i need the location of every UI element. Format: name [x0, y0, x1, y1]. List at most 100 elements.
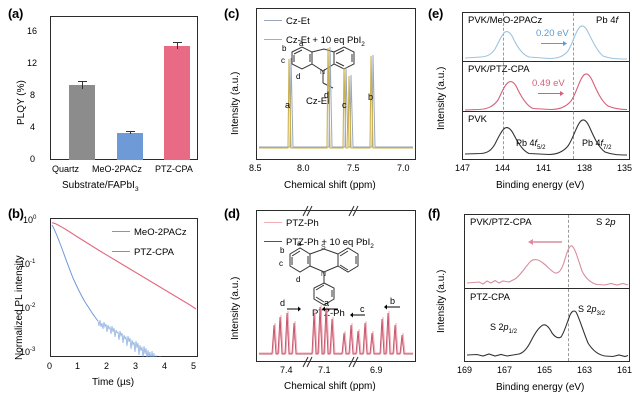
- panel-c-xtick-0: 8.5: [249, 163, 262, 173]
- xps-trace-pvk-ptzcpa-s2p: [466, 245, 629, 286]
- panel-f-xlabel: Binding energy (eV): [496, 382, 585, 393]
- panel-e-traces: [464, 25, 628, 156]
- panel-e-xtick-1: 144: [495, 163, 511, 173]
- panel-c-legend-item-1: Cz-Et + 10 eq PbI2: [264, 30, 365, 48]
- axis-break-top-2: [348, 205, 359, 217]
- panel-c-peak-label-c: c: [342, 100, 347, 110]
- decay-curve-ptz-cpa: [51, 222, 197, 310]
- panel-c-ylabel: Intensity (a.u.): [230, 71, 241, 135]
- legend-swatch-cz-et-pbi2: [264, 39, 282, 40]
- panel-f-xtick-0: 169: [457, 365, 473, 375]
- panel-b-xtick-2: 2: [104, 361, 110, 371]
- panel-d-arrow-b: [384, 304, 400, 310]
- panel-f-corner-label: S 2p: [596, 217, 616, 228]
- panel-c-plot-frame: [256, 8, 416, 160]
- panel-e-ylabel: Intensity (a.u.): [436, 66, 447, 130]
- nmr-trace-ptz-ph-pbi2: [259, 306, 413, 355]
- panel-e-trace-title-0: PVK/MeO-2PACz: [468, 15, 543, 26]
- panel-b-ytick-3: 10-3: [20, 346, 36, 357]
- panel-e-label: (e): [428, 6, 443, 21]
- xps-trace-ptz-cpa-s2p: [466, 310, 629, 358]
- panel-d: (d) Intensity (a.u.) PTZ-Ph PTZ-Ph + 10 …: [212, 200, 424, 403]
- panel-e-trace-title-1: PVK/PTZ-CPA: [468, 64, 530, 75]
- panel-d-peak-label-d: d: [280, 298, 286, 308]
- panel-c-nmr-trace: [259, 46, 413, 149]
- errorcap-ptz-cpa-top: [172, 41, 182, 43]
- molecule-name-cz-et: Cz-Et: [306, 96, 330, 107]
- mol-label-c: c: [281, 56, 285, 65]
- panel-d-arrow-c: [350, 312, 365, 318]
- panel-e-shift-label-0: 0.20 eV: [536, 28, 569, 39]
- bar-ptz-cpa: [164, 45, 190, 160]
- panel-b-plot-frame: [50, 218, 198, 357]
- panel-d-peak-label-a: a: [324, 298, 330, 308]
- panel-b-ytick-1: 10-1: [20, 258, 36, 269]
- panel-f-peak-label-2p32: S 2p3/2: [578, 304, 606, 317]
- panel-b-ytick-0: 100: [23, 214, 37, 225]
- bar-quartz: [69, 85, 95, 160]
- panel-a-ytick-3: 12: [27, 58, 38, 68]
- legend-swatch-cz-et: [264, 20, 282, 21]
- panel-b-xtick-1: 1: [75, 361, 81, 371]
- panel-b-xtick-3: 3: [133, 361, 139, 371]
- xps-trace-pvk-meo2pacz: [464, 25, 628, 60]
- panel-a-ytick-0: 0: [30, 154, 36, 164]
- panel-f-trace-title-0: PVK/PTZ-CPA: [470, 217, 532, 228]
- panel-c-xtick-2: 7.5: [347, 163, 360, 173]
- panel-b-label: (b): [8, 206, 24, 221]
- panel-a-ytick-2: 8: [30, 90, 36, 100]
- panel-a-xlabel-sub: 3: [134, 186, 139, 193]
- panel-f-xtick-2: 165: [537, 365, 553, 375]
- panel-b-legend: MeO-2PACz PTZ-CPA: [112, 222, 187, 260]
- panel-b-legend-item-0: MeO-2PACz: [112, 222, 187, 240]
- panel-e-divider-1: [462, 61, 630, 62]
- panel-f-refline: [568, 215, 569, 361]
- panel-d-nmr-trace: [259, 304, 413, 355]
- panel-e-xlabel: Binding energy (eV): [496, 180, 585, 191]
- panel-e-refline-4f52: [503, 13, 504, 159]
- panel-e-shift-arrow-1: [538, 91, 564, 96]
- panel-d-peak-label-b: b: [390, 296, 396, 306]
- panel-e-trace-title-2: PVK: [468, 114, 488, 125]
- errorbar-meo-2pacz: [129, 131, 131, 135]
- legend-swatch-ptz-ph-pbi2: [264, 241, 282, 242]
- panel-d-peak-label-c: c: [360, 304, 365, 314]
- panel-b-ytick-2: 10-2: [20, 302, 36, 313]
- nmr-trace-cz-et-pbi2: [259, 47, 413, 149]
- panel-b-legend-item-1: PTZ-CPA: [112, 242, 187, 260]
- panel-c-xtick-1: 8.0: [297, 163, 310, 173]
- svg-text:N: N: [321, 271, 326, 278]
- panel-b: (b) Normalized PL intensity 100 10-1 10-…: [0, 200, 212, 403]
- decay-curve-meo-2pacz: [51, 224, 161, 357]
- panel-a-xtick-meo-2pacz: MeO-2PACz: [92, 164, 142, 174]
- panel-f-divider: [464, 288, 630, 289]
- panel-c-xlabel: Chemical shift (ppm): [284, 180, 376, 191]
- mol-label-d: d: [296, 72, 300, 81]
- panel-a-ylabel: PLQY (%): [16, 80, 27, 125]
- nmr-trace-ptz-ph: [259, 304, 413, 354]
- legend-swatch-meo-2pacz: [112, 231, 130, 232]
- panel-c-label: (c): [224, 6, 239, 21]
- mol-label-b: b: [280, 246, 285, 255]
- panel-a: (a) PLQY (%) 0 4 8 12 16 Quartz MeO-2PAC…: [0, 0, 212, 200]
- legend-label-meo-2pacz: MeO-2PACz: [134, 227, 187, 238]
- legend-label-ptz-ph: PTZ-Ph: [286, 218, 319, 229]
- errorbar-ptz-cpa: [176, 42, 178, 49]
- panel-a-label: (a): [8, 6, 23, 21]
- legend-swatch-ptz-cpa: [112, 251, 130, 252]
- panel-d-legend: PTZ-Ph PTZ-Ph + 10 eq PbI2: [264, 213, 374, 250]
- panel-f: (f) Intensity (a.u.) PVK/PTZ-CPA PTZ-CPA…: [424, 200, 638, 403]
- panel-e-peak-label-4f72: Pb 4f7/2: [582, 138, 612, 151]
- panel-f-peak-label-2p12: S 2p1/2: [490, 322, 518, 335]
- mol-label-c: c: [279, 259, 283, 268]
- mol-label-a: a: [299, 39, 304, 48]
- panel-a-xlabel: Substrate/FAPbI3: [62, 180, 139, 193]
- panel-f-xtick-4: 161: [617, 365, 633, 375]
- panel-d-arrow-a: [322, 306, 338, 312]
- panel-b-traces: [51, 222, 197, 357]
- panel-e-xtick-3: 138: [577, 163, 593, 173]
- panel-d-xtick-2: 6.9: [370, 365, 383, 375]
- panel-e-corner-label: Pb 4f: [596, 15, 619, 26]
- panel-e-plot-frame: [462, 12, 630, 160]
